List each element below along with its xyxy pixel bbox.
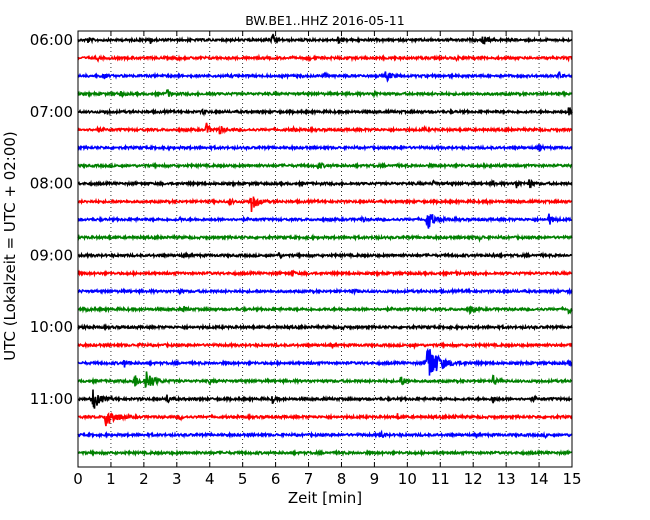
trace-line — [77, 287, 573, 296]
x-tick-label: 3 — [172, 470, 182, 488]
x-tick-label: 8 — [337, 470, 347, 488]
x-tick-label: 10 — [398, 470, 417, 488]
y-tick-label: 06:00 — [30, 31, 73, 49]
trace-line — [77, 233, 573, 243]
x-tick-label: 4 — [205, 470, 215, 488]
x-tick-label: 5 — [238, 470, 248, 488]
x-tick-label: 6 — [271, 470, 281, 488]
trace-line — [77, 371, 573, 388]
x-tick-label: 15 — [562, 470, 581, 488]
trace-line — [77, 347, 573, 376]
y-tick-label: 09:00 — [30, 246, 73, 264]
y-tick-label: 10:00 — [30, 318, 73, 336]
grid-lines — [110, 31, 540, 467]
trace-line — [77, 33, 573, 45]
plot-frame — [77, 30, 573, 468]
x-tick-label: 1 — [106, 470, 116, 488]
trace-line — [77, 448, 573, 458]
trace-line — [77, 412, 573, 427]
x-tick-label: 2 — [139, 470, 149, 488]
x-tick-label: 0 — [73, 470, 83, 488]
trace-line — [77, 53, 573, 63]
trace-line — [77, 429, 573, 440]
trace-line — [77, 251, 573, 260]
x-tick-label: 12 — [464, 470, 483, 488]
trace-line — [77, 389, 573, 409]
trace-line — [77, 196, 573, 212]
trace-group — [77, 33, 573, 458]
trace-line — [77, 178, 573, 189]
trace-line — [77, 161, 573, 170]
y-tick-label: 08:00 — [30, 175, 73, 193]
trace-line — [77, 71, 573, 83]
y-axis-label: UTC (Lokalzeit = UTC + 02:00) — [1, 131, 19, 361]
trace-line — [77, 143, 573, 152]
x-tick-label: 11 — [431, 470, 450, 488]
trace-line — [77, 213, 573, 229]
trace-line — [77, 305, 573, 315]
y-tick-label: 07:00 — [30, 103, 73, 121]
x-tick-label: 9 — [370, 470, 380, 488]
trace-line — [77, 106, 573, 117]
x-tick-label: 14 — [530, 470, 549, 488]
trace-line — [77, 122, 573, 135]
x-axis-label: Zeit [min] — [288, 489, 362, 507]
y-tick-label: 11:00 — [30, 390, 73, 408]
axes: 0 1 2 3 4 5 6 7 8 9 10 11 12 13 14 1506:0007:0008:0009:… — [30, 30, 582, 488]
trace-line — [77, 89, 573, 99]
trace-line — [77, 340, 573, 350]
x-tick-label: 13 — [497, 470, 516, 488]
trace-line — [77, 323, 573, 332]
chart-title: BW.BE1..HHZ 2016-05-11 — [245, 13, 404, 28]
x-tick-label: 7 — [304, 470, 314, 488]
trace-line — [77, 268, 573, 278]
